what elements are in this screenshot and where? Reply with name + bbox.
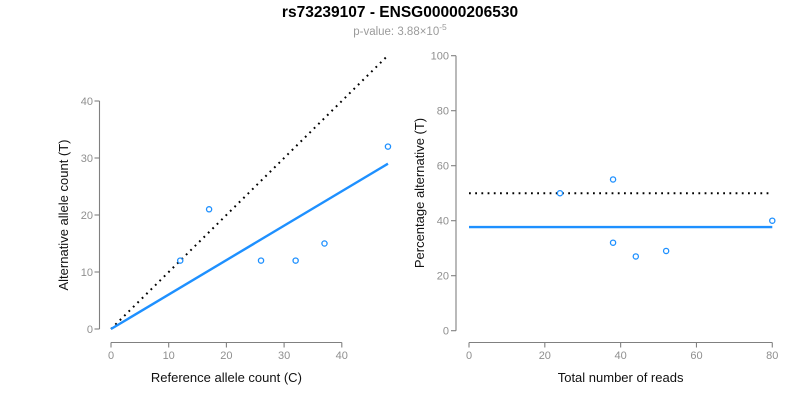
data-point: [609, 176, 617, 183]
left-plot-axes: 0 10 20 30 40 0 10 20 30 40: [81, 96, 348, 362]
x-tick-label: 0: [466, 350, 472, 362]
x-tick-label: 20: [539, 350, 551, 362]
y-tick-label: 20: [437, 271, 449, 283]
data-point: [292, 257, 299, 264]
data-point: [257, 257, 265, 264]
y-tick-label: 40: [81, 96, 93, 108]
right-x-axis-label: Total number of reads: [558, 370, 684, 385]
chart-subtitle: p-value: 3.88×10-5: [353, 22, 447, 38]
right-plot-marks: [469, 176, 776, 260]
data-point: [662, 247, 670, 255]
identity-line: [110, 54, 389, 330]
y-tick-label: 60: [437, 161, 449, 173]
fit-line: [110, 162, 389, 331]
right-y-axis-label: Percentage alternative (T): [412, 118, 427, 268]
data-point: [556, 189, 564, 197]
x-tick-label: 40: [336, 350, 348, 362]
y-tick-label: 0: [87, 324, 93, 336]
x-tick-label: 40: [615, 350, 627, 362]
data-point: [609, 239, 617, 246]
right-scatter-plot: 0 20 40 60 80 100 0 20 40 60 80 Total number of re…: [412, 51, 778, 386]
left-y-axis-label: Alternative allele count (T): [56, 139, 71, 290]
x-tick-label: 60: [690, 350, 702, 362]
y-tick-label: 10: [81, 267, 93, 279]
left-x-axis-label: Reference allele count (C): [151, 370, 302, 385]
x-tick-label: 30: [278, 350, 290, 362]
y-tick-label: 80: [437, 106, 449, 118]
pvalue-text: p-value: 3.88×10: [353, 26, 439, 38]
left-plot-marks: [110, 54, 392, 331]
x-tick-label: 80: [766, 350, 778, 362]
x-tick-label: 10: [163, 350, 175, 362]
x-tick-label: 20: [220, 350, 232, 362]
y-tick-label: 0: [443, 326, 449, 338]
data-point: [176, 257, 184, 264]
right-plot-axes: 0 20 40 60 80 100 0 20 40 60 80: [431, 51, 779, 363]
y-tick-label: 30: [81, 153, 93, 165]
left-scatter-plot: 0 10 20 30 40 0 10 20 30 40 Reference allele coun…: [56, 54, 392, 385]
y-tick-label: 20: [81, 210, 93, 222]
pvalue-exponent: -5: [439, 22, 447, 32]
data-point: [769, 217, 776, 224]
data-point: [205, 206, 213, 213]
chart-title: rs73239107 - ENSG00000206530: [282, 4, 518, 21]
x-tick-label: 0: [108, 350, 114, 362]
data-point: [321, 240, 328, 247]
y-tick-label: 40: [437, 216, 449, 228]
data-point: [384, 143, 392, 150]
y-tick-label: 100: [431, 51, 449, 63]
data-point: [632, 253, 640, 260]
